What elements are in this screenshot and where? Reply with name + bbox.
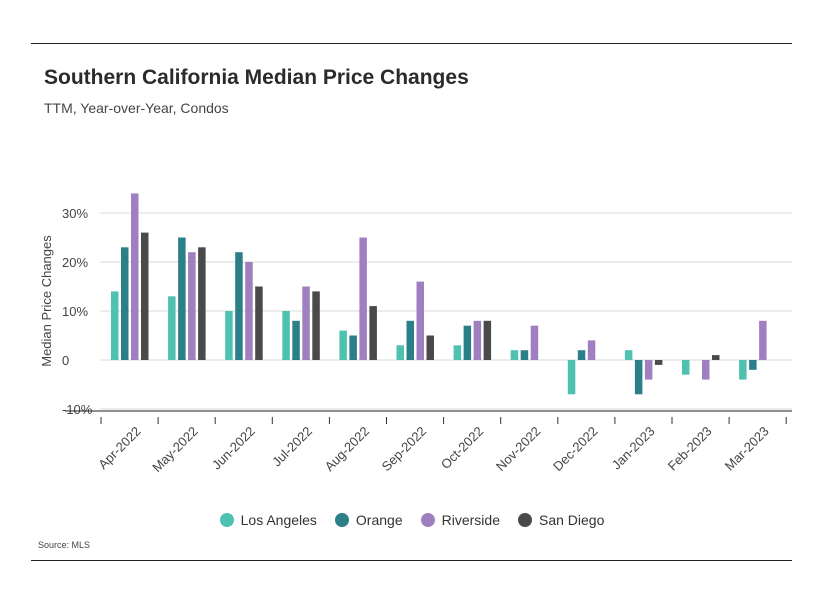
bar-los-angeles xyxy=(567,360,576,395)
legend-label: Orange xyxy=(355,512,403,528)
legend: Los Angeles Orange Riverside San Diego xyxy=(0,512,824,528)
bar-los-angeles xyxy=(339,330,347,360)
bar-riverside xyxy=(302,286,310,360)
bar-los-angeles xyxy=(510,350,519,360)
y-axis-title: Median Price Changes xyxy=(39,235,54,367)
bar-orange xyxy=(463,325,472,360)
legend-swatch xyxy=(219,513,234,527)
bar-los-angeles xyxy=(453,345,462,360)
x-axis-ticks: Apr-2022 May-2022 Jun-2022 Jul-2022 Aug-2022… xyxy=(95,417,787,475)
bar-orange xyxy=(520,350,529,360)
x-tick-label: Oct-2022 xyxy=(438,424,486,472)
bar-orange xyxy=(349,335,357,360)
x-tick-label: Feb-2023 xyxy=(665,424,715,474)
bar-san-diego xyxy=(255,286,263,360)
legend-label: Los Angeles xyxy=(240,512,317,528)
source-note: Source: MLS xyxy=(38,540,91,550)
x-tick-label: May-2022 xyxy=(149,424,200,475)
bar-riverside xyxy=(131,193,139,360)
chart-title: Southern California Median Price Changes xyxy=(44,66,469,89)
legend-swatch xyxy=(517,513,532,527)
bar-san-diego xyxy=(312,291,320,360)
bar-riverside xyxy=(188,252,196,360)
bar-los-angeles xyxy=(282,311,290,360)
bar-orange xyxy=(749,360,757,370)
x-tick-label: Nov-2022 xyxy=(493,424,543,474)
x-tick-label: Dec-2022 xyxy=(550,424,600,474)
y-tick-label: 10% xyxy=(62,304,88,319)
legend-label: Riverside xyxy=(441,512,500,528)
bar-orange xyxy=(406,320,414,360)
bar-riverside xyxy=(416,281,424,360)
bar-riverside xyxy=(473,320,482,360)
legend-item-san-diego: San Diego xyxy=(517,512,605,528)
x-tick-label: Jan-2023 xyxy=(609,424,658,473)
y-tick-label: -10% xyxy=(62,402,93,417)
bar-san-diego xyxy=(369,306,377,360)
y-tick-label: 30% xyxy=(62,206,88,221)
bar-los-angeles xyxy=(739,360,747,380)
bottom-rule xyxy=(31,560,792,561)
bar-san-diego xyxy=(198,247,206,360)
bar-san-diego xyxy=(426,335,434,360)
bar-san-diego xyxy=(141,232,149,360)
top-rule xyxy=(31,43,792,44)
bar-riverside xyxy=(644,360,653,380)
bar-los-angeles xyxy=(682,360,690,375)
x-tick-label: Mar-2023 xyxy=(722,424,772,474)
y-tick-label: 20% xyxy=(62,255,88,270)
bar-riverside xyxy=(245,262,253,360)
bar-orange xyxy=(178,237,186,360)
x-tick-label: Aug-2022 xyxy=(322,424,372,474)
legend-swatch xyxy=(420,513,435,527)
bar-riverside xyxy=(702,360,710,380)
bar-los-angeles xyxy=(168,296,176,360)
bar-los-angeles xyxy=(396,345,404,360)
x-tick-label: Jun-2022 xyxy=(209,424,258,473)
legend-item-los-angeles: Los Angeles xyxy=(219,512,317,528)
x-tick-label: Sep-2022 xyxy=(379,424,429,474)
legend-label: San Diego xyxy=(538,512,605,528)
bar-orange xyxy=(235,252,243,360)
legend-item-riverside: Riverside xyxy=(420,512,500,528)
bar-riverside xyxy=(359,237,367,360)
bar-orange xyxy=(577,350,586,360)
chart-subtitle: TTM, Year-over-Year, Condos xyxy=(44,100,229,116)
x-tick-label: Jul-2022 xyxy=(269,424,315,470)
bar-san-diego xyxy=(483,320,492,360)
bar-los-angeles xyxy=(624,350,633,360)
bar-san-diego xyxy=(654,360,663,365)
bar-orange xyxy=(121,247,129,360)
legend-item-orange: Orange xyxy=(334,512,403,528)
bar-riverside xyxy=(530,325,539,360)
legend-swatch xyxy=(334,513,349,527)
bar-riverside xyxy=(587,340,596,360)
bar-los-angeles xyxy=(111,291,119,360)
bar-orange xyxy=(292,320,300,360)
y-tick-label: 0 xyxy=(62,353,69,368)
bar-los-angeles xyxy=(225,311,233,360)
bar-orange xyxy=(634,360,643,395)
bars xyxy=(111,193,767,395)
bar-san-diego xyxy=(712,355,720,360)
bar-riverside xyxy=(759,320,767,360)
gridlines xyxy=(100,212,792,410)
x-tick-label: Apr-2022 xyxy=(95,424,143,472)
y-axis-ticks: -10% 0 10% 20% 30% xyxy=(62,206,93,417)
